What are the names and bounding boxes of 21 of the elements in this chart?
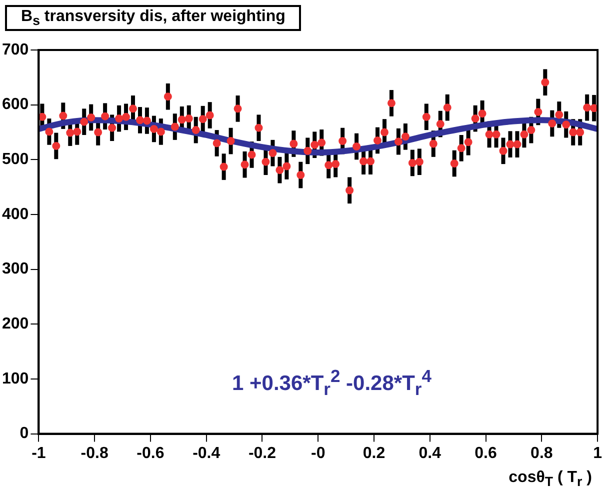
y-tick-label: 200: [2, 316, 29, 333]
y-tick-label: 700: [2, 41, 29, 58]
chart-title: B$_{s}$ transversity dis, after weighting: [5, 5, 302, 32]
x-tick-label: 0.2: [362, 444, 386, 462]
y-tick-label: 0: [20, 425, 29, 442]
x-tick-label: -0.4: [192, 444, 220, 462]
x-tick-label: 0.8: [530, 444, 553, 462]
y-tick-label: 400: [2, 206, 29, 223]
x-tick-label: 1: [593, 444, 602, 462]
y-tick-label: 100: [2, 370, 29, 388]
y-tick-label: 600: [2, 96, 29, 114]
x-tick-label: -1: [32, 444, 46, 462]
y-tick-label: 300: [2, 260, 29, 278]
x-tick-label: 0.4: [418, 444, 442, 462]
x-tick-label: 0.6: [474, 444, 497, 462]
x-axis-title: cosθ$_{T}$ ( T$_{r}$ ): [508, 468, 592, 489]
x-tick-label: -0.6: [136, 444, 164, 462]
y-tick-label: 500: [2, 151, 29, 168]
x-tick-label: -0.2: [248, 444, 276, 462]
x-tick-label: -0: [311, 444, 326, 462]
x-tick-label: -0.8: [80, 444, 108, 462]
